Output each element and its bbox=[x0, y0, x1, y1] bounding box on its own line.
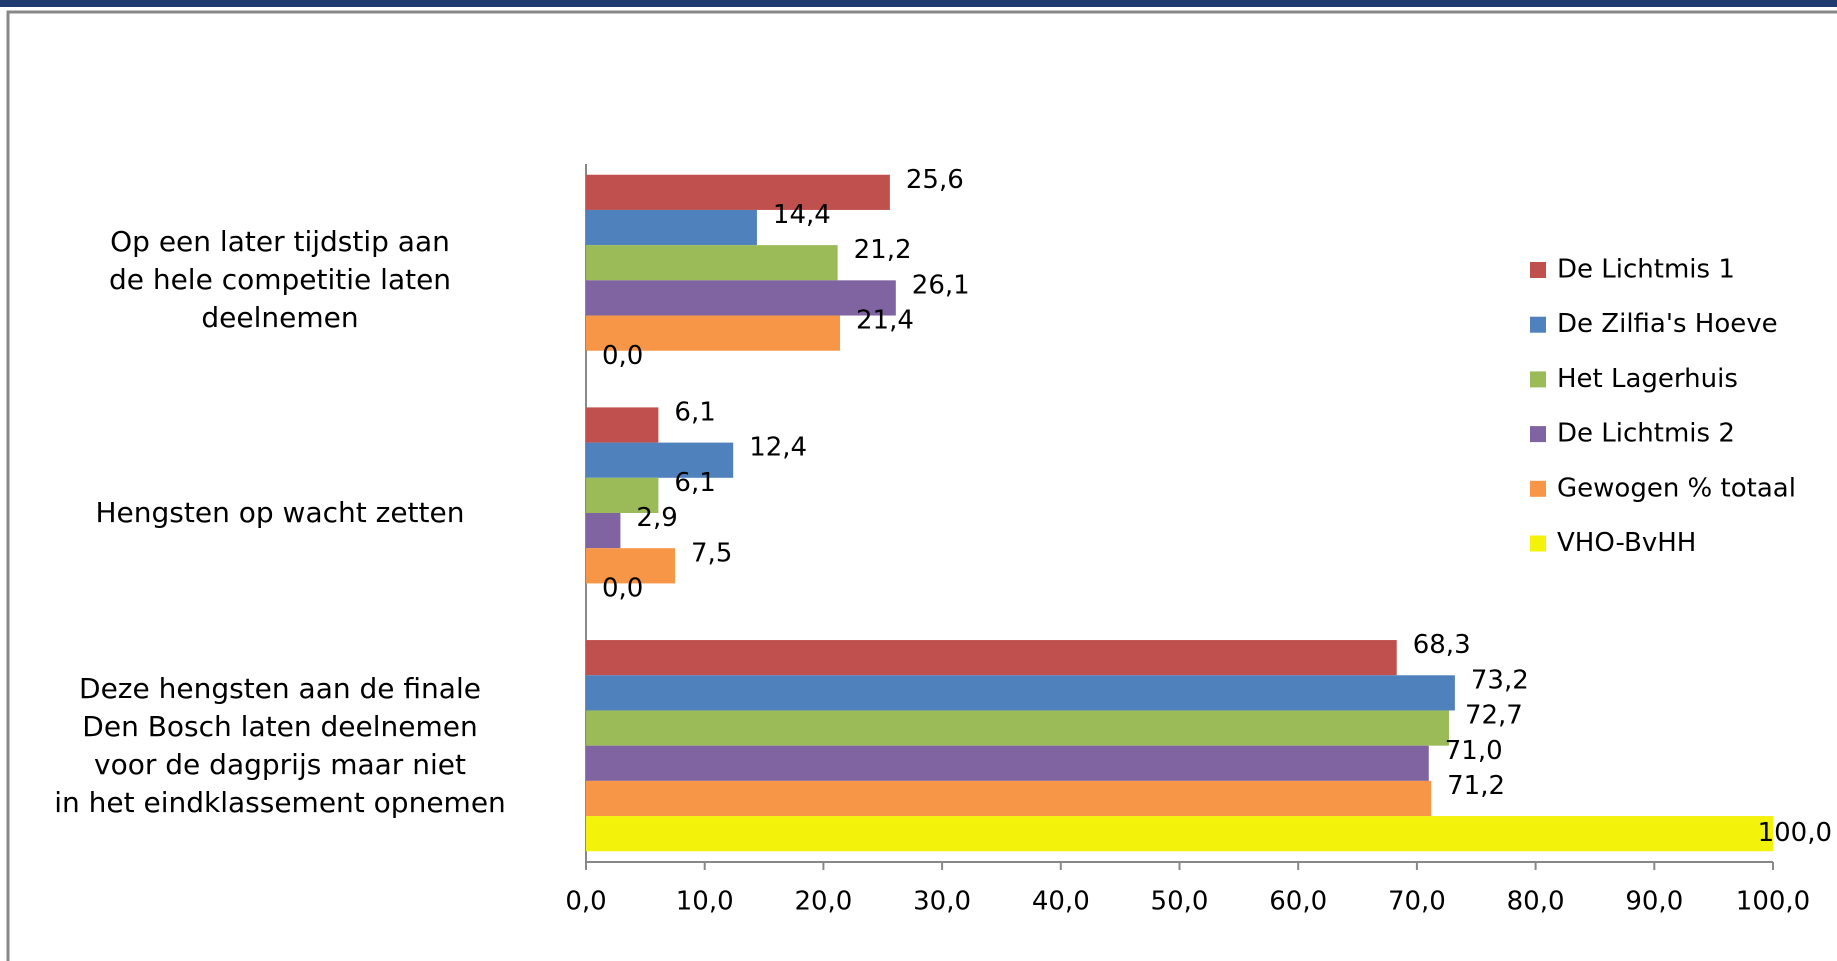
x-tick-label: 40,0 bbox=[1032, 887, 1090, 917]
data-label: 0,0 bbox=[602, 574, 643, 604]
data-label: 14,4 bbox=[773, 200, 831, 230]
legend-label: De Zilfia's Hoeve bbox=[1557, 309, 1778, 339]
legend-swatch bbox=[1530, 480, 1546, 497]
legend-label: De Lichtmis 1 bbox=[1557, 255, 1735, 285]
data-label: 12,4 bbox=[749, 433, 807, 463]
data-label: 7,5 bbox=[691, 538, 732, 568]
frame bbox=[6, 10, 1837, 961]
data-label: 6,1 bbox=[674, 398, 715, 428]
data-label: 26,1 bbox=[912, 270, 970, 300]
x-tick-label: 90,0 bbox=[1625, 887, 1683, 917]
bar bbox=[586, 280, 896, 316]
x-tick-label: 0,0 bbox=[565, 887, 606, 917]
data-label: 6,1 bbox=[674, 468, 715, 498]
data-label: 21,2 bbox=[854, 235, 912, 265]
legend-label: Het Lagerhuis bbox=[1557, 364, 1738, 394]
legend-swatch bbox=[1530, 535, 1546, 552]
legend-swatch bbox=[1530, 371, 1546, 388]
bar bbox=[586, 548, 676, 584]
legend-swatch bbox=[1530, 262, 1546, 278]
data-label: 73,2 bbox=[1471, 665, 1529, 695]
legend-label: VHO-BvHH bbox=[1557, 528, 1696, 558]
data-label: 71,2 bbox=[1447, 771, 1505, 801]
x-tick-label: 60,0 bbox=[1269, 887, 1327, 917]
y-tick-label: Deze hengsten aan de finale Den Bosch la… bbox=[54, 671, 506, 819]
x-tick-label: 70,0 bbox=[1388, 887, 1446, 917]
data-label: 25,6 bbox=[906, 165, 964, 195]
legend-label: Gewogen % totaal bbox=[1557, 473, 1796, 503]
bar bbox=[586, 477, 659, 513]
x-tick-label: 20,0 bbox=[794, 887, 852, 917]
bar bbox=[586, 209, 757, 246]
legend-swatch bbox=[1530, 316, 1546, 333]
data-label: 100,0 bbox=[1758, 818, 1832, 848]
y-tick-label: Hengsten op wacht zetten bbox=[95, 496, 465, 529]
x-tick-label: 10,0 bbox=[676, 887, 734, 917]
data-label: 68,3 bbox=[1413, 630, 1471, 660]
data-label: 21,4 bbox=[856, 306, 914, 336]
bar bbox=[586, 442, 734, 478]
bar bbox=[586, 816, 1773, 852]
legend-swatch bbox=[1530, 426, 1546, 443]
x-tick-label: 80,0 bbox=[1507, 887, 1565, 917]
bar bbox=[586, 315, 841, 351]
bar bbox=[586, 780, 1432, 817]
data-label: 2,9 bbox=[636, 503, 677, 533]
data-label: 72,7 bbox=[1465, 701, 1523, 731]
bar bbox=[586, 675, 1455, 711]
bar bbox=[586, 245, 838, 281]
x-tick-label: 50,0 bbox=[1151, 887, 1209, 917]
bar bbox=[586, 640, 1397, 676]
legend-label: De Lichtmis 2 bbox=[1557, 419, 1735, 449]
bar bbox=[586, 407, 659, 443]
x-tick-label: 100,0 bbox=[1736, 887, 1810, 917]
top-bar bbox=[0, 0, 1837, 7]
data-label: 71,0 bbox=[1445, 736, 1503, 766]
y-tick-label: Op een later tijdstip aan de hele compet… bbox=[108, 225, 452, 335]
data-label: 0,0 bbox=[602, 341, 643, 371]
bar bbox=[586, 710, 1449, 746]
bar bbox=[586, 513, 621, 549]
x-tick-label: 30,0 bbox=[913, 887, 971, 917]
bar bbox=[586, 745, 1429, 781]
bar bbox=[586, 174, 890, 210]
